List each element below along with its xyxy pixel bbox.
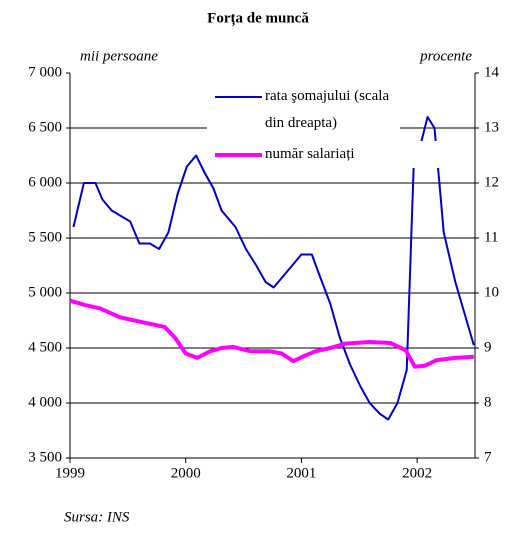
y-tick-label: 6 500 (28, 119, 62, 135)
y2-tick-label: 9 (484, 339, 492, 355)
y2-tick-label: 7 (484, 449, 492, 465)
y-tick-label: 6 000 (28, 174, 62, 190)
legend-label: rata şomajului (scala din dreapta) (265, 83, 400, 137)
line-series (72, 116, 475, 421)
y2-tick-label: 11 (484, 229, 498, 245)
x-tick-label: 2002 (402, 465, 432, 481)
source: Sursa: INS (64, 509, 130, 525)
x-tick-label: 1999 (55, 465, 85, 481)
x-tick-label: 2000 (171, 465, 201, 481)
x-tick-label: 2001 (286, 465, 316, 481)
y2-axis-label: procente (419, 48, 472, 64)
y-axis-label: mii persoane (80, 48, 158, 64)
y2-tick-label: 10 (484, 284, 499, 300)
y-tick-label: 4 000 (28, 394, 62, 410)
y2-tick-label: 14 (484, 64, 500, 80)
y2-tick-label: 13 (484, 119, 499, 135)
y-tick-label: 4 500 (28, 339, 62, 355)
y-tick-label: 5 500 (28, 229, 62, 245)
y-tick-label: 3 500 (28, 449, 62, 465)
line-series (69, 298, 474, 369)
legend-label: număr salariați (265, 141, 445, 168)
y-tick-label: 5 000 (28, 284, 62, 300)
y2-tick-label: 8 (484, 394, 492, 410)
chart-title: Forța de muncă (207, 10, 309, 26)
y2-tick-label: 12 (484, 174, 499, 190)
y-tick-label: 7 000 (28, 64, 62, 80)
